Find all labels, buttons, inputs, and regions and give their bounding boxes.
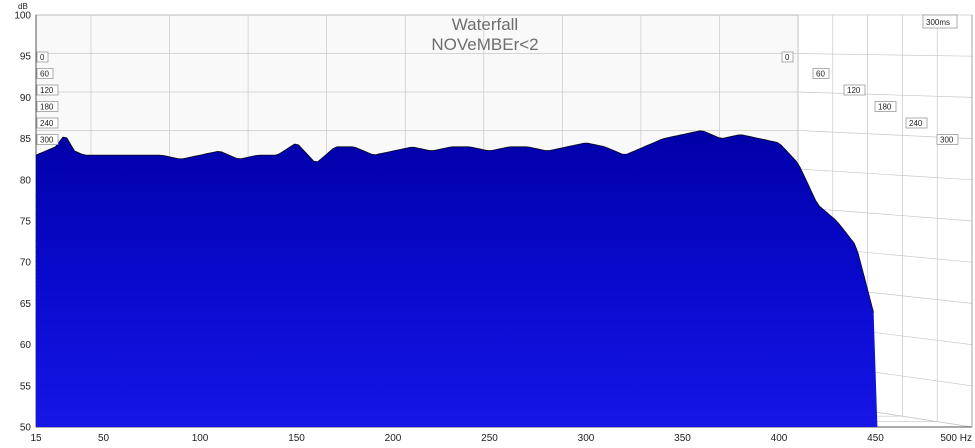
svg-text:300: 300 — [940, 136, 954, 145]
y-tick-label: 80 — [20, 175, 32, 186]
y-tick-label: 85 — [20, 134, 32, 145]
time-slice-label: 180 — [36, 101, 59, 112]
x-tick-label: 100 — [192, 433, 209, 444]
time-slice-label: 240 — [905, 117, 928, 129]
grid-line-side — [797, 53, 973, 57]
time-slice-label: 300 — [36, 134, 59, 145]
time-slice-label: 0 — [36, 51, 49, 63]
time-slice-label: 300 — [936, 134, 959, 145]
svg-text:240: 240 — [40, 119, 54, 128]
y-tick-label: 100 — [14, 11, 31, 22]
svg-text:300ms: 300ms — [926, 18, 950, 27]
time-slice-label: 60 — [36, 68, 54, 79]
chart-title: Waterfall — [452, 15, 518, 34]
svg-text:240: 240 — [909, 119, 923, 128]
svg-text:0: 0 — [785, 53, 790, 62]
x-tick-label: 350 — [674, 433, 691, 444]
svg-text:120: 120 — [40, 86, 54, 95]
waterfall-slice-fill — [36, 130, 878, 428]
time-slice-label: 180 — [874, 101, 897, 112]
time-slice-label: 60 — [812, 68, 830, 79]
chart-subtitle: NOVeMBEr<2 — [431, 35, 538, 54]
y-tick-label: 55 — [20, 381, 32, 392]
svg-text:120: 120 — [847, 86, 861, 95]
svg-text:0: 0 — [40, 53, 45, 62]
grid-line-side — [797, 168, 973, 181]
x-tick-label: 50 — [98, 433, 110, 444]
grid-line-side — [797, 91, 973, 98]
y-tick-label: 65 — [20, 299, 32, 310]
y-tick-label: 60 — [20, 340, 32, 351]
x-tick-label: 15 — [30, 433, 42, 444]
y-axis-unit: dB — [18, 2, 28, 11]
x-tick-label: 500 Hz — [940, 433, 972, 444]
y-tick-label: 90 — [20, 93, 32, 104]
y-tick-label: 95 — [20, 52, 32, 63]
svg-text:60: 60 — [816, 70, 825, 79]
x-tick-label: 450 — [867, 433, 884, 444]
time-slice-label: 240 — [36, 117, 59, 129]
x-tick-label: 400 — [771, 433, 788, 444]
grid-line-side — [797, 207, 973, 222]
waterfall-slice-line — [35, 130, 874, 313]
y-tick-label: 75 — [20, 217, 32, 228]
time-slice-label: 120 — [843, 84, 866, 96]
svg-text:300: 300 — [40, 136, 54, 145]
time-slice-labels: 0 0 60 60 120 120 180 180 240 240 300 300 300ms — [36, 14, 959, 145]
svg-text:60: 60 — [40, 70, 49, 79]
time-slice-label: 0 — [781, 51, 794, 63]
y-tick-label: 70 — [20, 258, 32, 269]
x-tick-label: 200 — [385, 433, 402, 444]
time-axis-label: 300ms — [922, 14, 958, 29]
waterfall-surface — [35, 130, 878, 428]
svg-text:180: 180 — [878, 103, 892, 112]
y-tick-label: 50 — [20, 423, 32, 434]
x-tick-label: 300 — [578, 433, 595, 444]
x-tick-label: 150 — [288, 433, 305, 444]
time-slice-label: 120 — [36, 84, 59, 96]
x-tick-label: 250 — [481, 433, 498, 444]
svg-text:180: 180 — [40, 103, 54, 112]
